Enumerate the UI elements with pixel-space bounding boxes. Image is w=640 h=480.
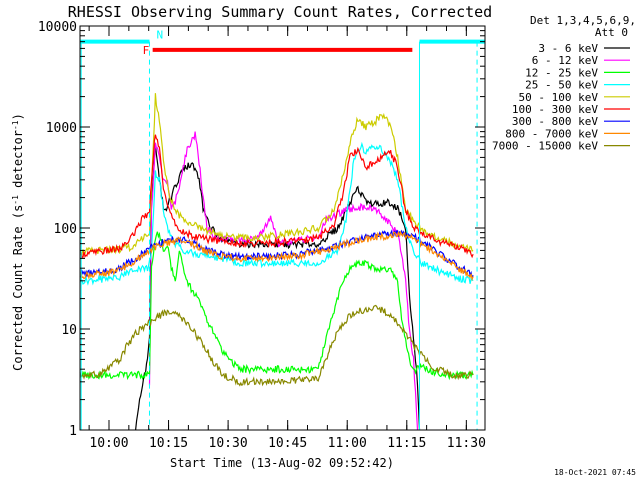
y-axis-label-main: Corrected Count Rate (s bbox=[11, 205, 25, 371]
x-tick-label: 10:15 bbox=[149, 436, 188, 451]
x-tick-label: 11:30 bbox=[447, 436, 486, 451]
y-axis-label-end: ) bbox=[11, 113, 25, 120]
x-tick-label: 11:15 bbox=[387, 436, 426, 451]
y-axis-label-sup1: -1 bbox=[11, 195, 20, 205]
series-line bbox=[79, 134, 474, 259]
y-axis-label-sup2: -1 bbox=[11, 120, 20, 130]
series-layer bbox=[79, 93, 474, 431]
axes-layer: 10:00 10:15 10:30 10:45 11:00 11:15 11:30 1 10 10… bbox=[38, 20, 486, 451]
legend-label: 100 - 300 keV bbox=[512, 103, 598, 116]
y-tick-label: 1 bbox=[69, 424, 77, 439]
flag-f-label: F bbox=[143, 44, 150, 57]
x-tick-label: 11:00 bbox=[328, 436, 367, 451]
legend-label: 800 - 7000 keV bbox=[505, 127, 598, 140]
legend-subheader: Att 0 bbox=[595, 26, 628, 39]
legend-label: 6 - 12 keV bbox=[532, 54, 599, 67]
timestamp: 18-Oct-2021 07:45 bbox=[554, 468, 636, 477]
flag-layer: NF bbox=[80, 29, 485, 430]
flag-n-label: N bbox=[156, 29, 163, 42]
x-tick-label: 10:45 bbox=[268, 436, 307, 451]
y-axis-label: Corrected Count Rate (s-1 detector-1) bbox=[11, 113, 26, 371]
y-tick-label: 100 bbox=[54, 222, 77, 237]
legend-label: 12 - 25 keV bbox=[525, 66, 598, 79]
x-axis-label: Start Time (13-Aug-02 09:52:42) bbox=[170, 456, 394, 470]
legend-label: 25 - 50 keV bbox=[525, 79, 598, 92]
legend-label: 7000 - 15000 keV bbox=[492, 140, 598, 153]
series-line bbox=[79, 304, 474, 387]
legend-label: 300 - 800 keV bbox=[512, 115, 598, 128]
series-line bbox=[79, 230, 474, 282]
y-axis-label-mid: detector bbox=[11, 130, 25, 195]
y-tick-label: 1000 bbox=[46, 121, 77, 136]
series-line bbox=[79, 231, 474, 381]
y-tick-label: 10000 bbox=[38, 20, 77, 35]
x-tick-label: 10:00 bbox=[89, 436, 128, 451]
legend-header: Det 1,3,4,5,6,9, bbox=[530, 14, 636, 27]
x-tick-label: 10:30 bbox=[209, 436, 248, 451]
y-tick-label: 10 bbox=[61, 323, 77, 338]
legend-label: 50 - 100 keV bbox=[519, 91, 599, 104]
chart-title: RHESSI Observing Summary Count Rates, Co… bbox=[68, 3, 492, 21]
legend-label: 3 - 6 keV bbox=[538, 42, 598, 55]
